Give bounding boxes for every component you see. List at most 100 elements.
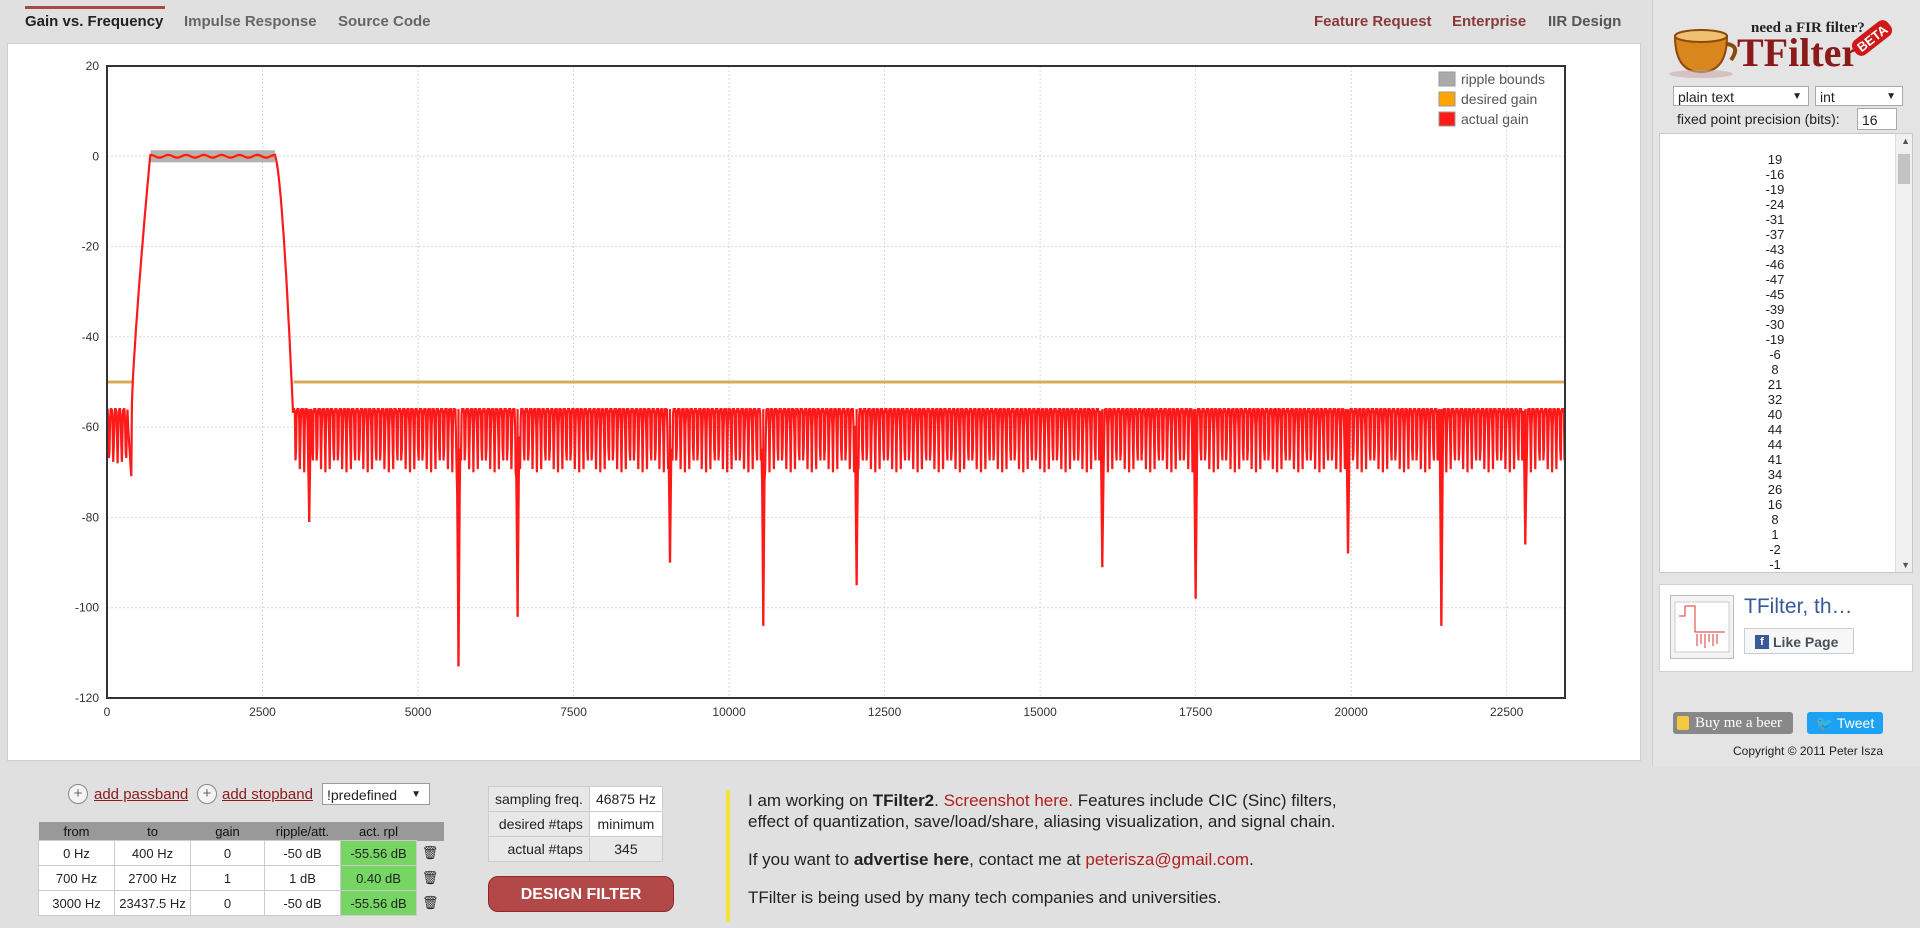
like-page-button[interactable]: f Like Page [1744, 628, 1854, 654]
coeff-scrollbar[interactable]: ▲ ▼ [1895, 134, 1912, 572]
facebook-widget: TFilter, th… f Like Page [1659, 584, 1913, 672]
x-tick-label: 20000 [1334, 705, 1368, 719]
add-stopband-icon[interactable]: + [197, 784, 217, 804]
coefficients-textarea[interactable]: 19 -16 -19 -24 -31 -37 -43 -46 -47 -45 -39 -30 -19 -6… [1659, 133, 1913, 573]
y-tick-label: -60 [82, 420, 100, 434]
band-row: 700 Hz 2700 Hz 1 1 dB 0.40 dB 🗑 [38, 865, 444, 891]
band-to[interactable]: 2700 Hz [114, 865, 191, 891]
coefficient-value: -19 [1765, 332, 1785, 347]
col-ripple: ripple/att. [264, 822, 341, 841]
x-tick-label: 7500 [560, 705, 587, 719]
param-label: sampling freq. [488, 786, 590, 812]
iir-design-link[interactable]: IIR Design [1548, 13, 1622, 30]
coefficient-value: -30 [1765, 317, 1785, 332]
band-ripple[interactable]: -50 dB [264, 840, 341, 866]
predefined-value: !predefined [327, 787, 398, 803]
news-line-4: TFilter is being used by many tech compa… [748, 888, 1222, 907]
coefficient-value: -45 [1765, 287, 1785, 302]
y-tick-label: -20 [82, 240, 100, 254]
param-label: desired #taps [488, 811, 590, 837]
coefficient-value: -19 [1765, 182, 1785, 197]
active-tab-indicator [25, 6, 165, 9]
coefficient-value: -1 [1769, 557, 1781, 572]
coefficient-value: 44 [1767, 437, 1783, 452]
sampling-freq-input[interactable]: 46875 Hz [588, 786, 663, 812]
advertise-link[interactable]: advertise here [853, 850, 970, 869]
logo-tagline: need a FIR filter? [1751, 20, 1865, 36]
chevron-down-icon: ▼ [411, 789, 421, 800]
scroll-down-icon[interactable]: ▼ [1901, 560, 1910, 570]
x-tick-label: 2500 [249, 705, 276, 719]
param-row: sampling freq. 46875 Hz [488, 786, 663, 812]
x-tick-label: 22500 [1490, 705, 1524, 719]
band-actual-ripple: -55.56 dB [340, 890, 417, 916]
filter-params-table: sampling freq. 46875 Hz desired #taps mi… [488, 786, 663, 862]
coefficient-value: 19 [1767, 152, 1783, 167]
y-tick-label: -120 [75, 691, 99, 705]
add-passband-link[interactable]: add passband [94, 786, 189, 803]
coefficient-value: 44 [1767, 422, 1783, 437]
predefined-select[interactable]: !predefined ▼ [322, 783, 430, 805]
enterprise-link[interactable]: Enterprise [1452, 13, 1527, 30]
tab-gain-vs-frequency[interactable]: Gain vs. Frequency [25, 13, 164, 30]
band-ripple[interactable]: 1 dB [264, 865, 341, 891]
feature-request-link[interactable]: Feature Request [1314, 13, 1432, 30]
band-from[interactable]: 0 Hz [38, 840, 115, 866]
add-passband-icon[interactable]: + [68, 784, 88, 804]
band-row: 3000 Hz 23437.5 Hz 0 -50 dB -55.56 dB 🗑 [38, 890, 444, 916]
like-page-label: Like Page [1773, 634, 1839, 650]
coefficient-value: 32 [1767, 392, 1783, 407]
col-from: from [38, 822, 115, 841]
band-gain[interactable]: 0 [190, 840, 265, 866]
coefficient-list: 19 -16 -19 -24 -31 -37 -43 -46 -47 -45 -39 -30 -19 -6… [1660, 152, 1890, 572]
band-ripple[interactable]: -50 dB [264, 890, 341, 916]
trash-icon[interactable]: 🗑 [416, 865, 444, 891]
type-select-value: int [1820, 89, 1835, 105]
screenshot-link[interactable]: Screenshot here. [943, 791, 1074, 810]
facebook-icon: f [1755, 635, 1769, 649]
band-to[interactable]: 23437.5 Hz [114, 890, 191, 916]
param-label: actual #taps [488, 836, 590, 862]
buy-beer-button[interactable]: Buy me a beer [1673, 712, 1793, 734]
coefficient-value: 1 [1771, 527, 1779, 542]
tab-source-code[interactable]: Source Code [338, 13, 431, 30]
scroll-up-icon[interactable]: ▲ [1901, 136, 1910, 146]
legend-label: ripple bounds [1461, 71, 1545, 87]
band-from[interactable]: 3000 Hz [38, 890, 115, 916]
x-tick-label: 5000 [405, 705, 432, 719]
band-from[interactable]: 700 Hz [38, 865, 115, 891]
trash-icon[interactable]: 🗑 [416, 840, 444, 866]
tab-impulse-response[interactable]: Impulse Response [184, 13, 317, 30]
coefficient-value: -37 [1765, 227, 1785, 242]
trash-icon[interactable]: 🗑 [416, 890, 444, 916]
beer-icon [1677, 716, 1689, 730]
y-tick-label: -40 [82, 330, 100, 344]
tfilter-logo[interactable]: need a FIR filter? TFilter BETA [1667, 8, 1907, 78]
scroll-thumb[interactable] [1898, 154, 1910, 184]
coefficient-value: 16 [1767, 497, 1783, 512]
desired-taps-input[interactable]: minimum [588, 811, 663, 837]
copyright: Copyright © 2011 Peter Isza [1733, 744, 1884, 758]
tweet-button[interactable]: 🐦 Tweet [1807, 712, 1883, 734]
y-tick-label: -80 [82, 510, 100, 524]
band-gain[interactable]: 0 [190, 890, 265, 916]
facebook-page-title[interactable]: TFilter, th… [1744, 595, 1853, 618]
email-link[interactable]: peterisza@gmail.com [1085, 850, 1250, 869]
band-to[interactable]: 400 Hz [114, 840, 191, 866]
band-gain[interactable]: 1 [190, 865, 265, 891]
legend-label: actual gain [1461, 111, 1529, 127]
coefficient-value: 40 [1767, 407, 1783, 422]
y-tick-label: -100 [75, 601, 99, 615]
design-filter-button[interactable]: DESIGN FILTER [488, 876, 674, 912]
chevron-down-icon: ▼ [1792, 91, 1802, 102]
legend-swatch [1438, 71, 1456, 87]
precision-input[interactable]: 16 [1857, 108, 1897, 130]
gain-chart: 20 0 -20 -40 -60 -80 -100 -120 0 2500 5000 7500 1000… [75, 59, 1566, 719]
x-tick-label: 12500 [868, 705, 902, 719]
page-thumbnail[interactable] [1670, 595, 1734, 659]
plot-frame [106, 65, 1566, 699]
y-tick-label: 0 [92, 149, 99, 163]
type-select[interactable]: int ▼ [1815, 86, 1903, 106]
add-stopband-link[interactable]: add stopband [222, 786, 313, 803]
format-select[interactable]: plain text ▼ [1673, 86, 1809, 106]
